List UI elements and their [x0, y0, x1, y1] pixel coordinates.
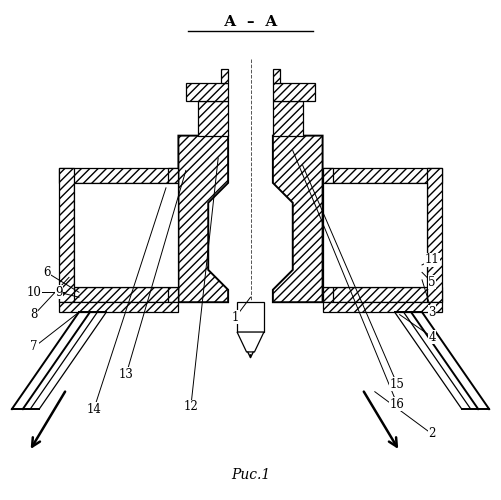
- Polygon shape: [323, 288, 442, 302]
- Bar: [74, 183, 178, 288]
- Text: А  –  А: А – А: [224, 14, 277, 28]
- Text: 4: 4: [428, 330, 436, 344]
- Polygon shape: [59, 302, 178, 312]
- Text: 13: 13: [119, 368, 134, 381]
- Polygon shape: [198, 101, 228, 136]
- Text: 14: 14: [87, 402, 101, 415]
- Text: Рис.1: Рис.1: [231, 468, 270, 481]
- Polygon shape: [186, 84, 228, 101]
- Text: 7: 7: [31, 340, 38, 353]
- Text: 12: 12: [183, 400, 198, 413]
- Polygon shape: [427, 168, 442, 302]
- Text: 2: 2: [428, 428, 436, 440]
- Polygon shape: [178, 136, 228, 302]
- Text: 8: 8: [31, 308, 38, 321]
- Polygon shape: [273, 68, 281, 84]
- Polygon shape: [323, 168, 333, 183]
- Text: 15: 15: [390, 378, 405, 391]
- Text: 11: 11: [425, 254, 439, 266]
- Text: 6: 6: [43, 266, 51, 279]
- Text: 5: 5: [428, 276, 436, 289]
- Polygon shape: [59, 168, 178, 183]
- Polygon shape: [59, 288, 178, 302]
- Polygon shape: [273, 101, 303, 136]
- Polygon shape: [220, 68, 228, 84]
- Polygon shape: [237, 332, 264, 352]
- Text: 10: 10: [27, 286, 42, 299]
- Polygon shape: [323, 168, 442, 183]
- Polygon shape: [168, 288, 178, 302]
- Polygon shape: [273, 136, 323, 302]
- Polygon shape: [237, 302, 264, 332]
- Polygon shape: [168, 168, 178, 183]
- Polygon shape: [59, 168, 74, 302]
- Bar: [323, 183, 427, 288]
- Polygon shape: [323, 288, 333, 302]
- Text: 1: 1: [232, 310, 239, 324]
- Text: 16: 16: [390, 398, 405, 410]
- Polygon shape: [323, 302, 442, 312]
- Text: 3: 3: [428, 306, 436, 318]
- Text: 9: 9: [55, 286, 63, 299]
- Polygon shape: [273, 84, 315, 101]
